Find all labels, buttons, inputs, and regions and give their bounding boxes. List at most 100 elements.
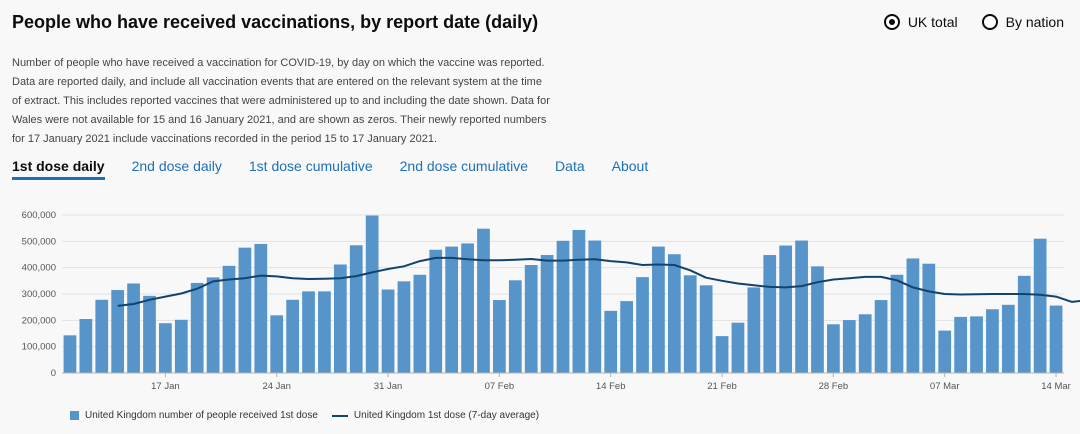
bar [222, 265, 236, 373]
bar [747, 287, 761, 373]
bar [206, 277, 220, 373]
bar [699, 285, 713, 373]
chart-legend: United Kingdom number of people received… [70, 410, 539, 421]
bar [715, 336, 729, 373]
by-nation-label: By nation [1005, 14, 1064, 30]
bar [986, 309, 999, 373]
legend-bars-label: United Kingdom number of people received… [85, 410, 318, 421]
bar [445, 246, 459, 373]
bar [254, 243, 268, 373]
bar [333, 264, 347, 373]
bar [652, 246, 665, 373]
tab-2nd-dose-cumulative[interactable]: 2nd dose cumulative [399, 158, 529, 174]
x-tick-label: 07 Feb [485, 381, 515, 392]
bar [1001, 304, 1015, 373]
bar [349, 245, 363, 373]
bar [938, 330, 952, 373]
bar [365, 215, 379, 373]
bar [540, 255, 554, 373]
x-tick-label: 31 Jan [374, 381, 403, 392]
page-title: People who have received vaccinations, b… [12, 12, 539, 32]
bar [1049, 305, 1063, 373]
x-tick-label: 24 Jan [262, 381, 291, 392]
tab-1st-dose-daily[interactable]: 1st dose daily [12, 158, 105, 180]
x-tick-label: 21 Feb [707, 381, 737, 392]
y-tick-label: 300,000 [22, 289, 56, 300]
bar-swatch-icon [70, 411, 79, 420]
x-tick-label: 14 Feb [596, 381, 626, 392]
tab-data[interactable]: Data [555, 158, 585, 174]
tab-2nd-dose-daily[interactable]: 2nd dose daily [131, 158, 222, 174]
bar [667, 254, 681, 373]
x-tick-label: 14 Mar [1041, 381, 1071, 392]
bar [970, 316, 983, 373]
bar [858, 314, 872, 373]
bar [381, 289, 395, 373]
bar [1033, 238, 1047, 373]
bar [190, 282, 204, 373]
chart-tabs: 1st dose daily 2nd dose daily 1st dose c… [12, 158, 648, 180]
bar [159, 323, 172, 373]
bar [477, 228, 490, 373]
chart-description: Number of people who have received a vac… [12, 57, 550, 145]
bar [874, 300, 888, 373]
uk-total-label: UK total [907, 14, 958, 30]
bar [572, 230, 586, 373]
bar [174, 319, 188, 373]
bar [286, 299, 299, 373]
bar [588, 240, 602, 373]
bar [731, 322, 745, 373]
bar [763, 255, 777, 373]
bar [906, 258, 920, 373]
y-tick-label: 200,000 [22, 315, 56, 326]
radio-unchecked-icon [981, 14, 998, 30]
by-nation-radio[interactable]: By nation [981, 14, 1064, 30]
y-tick-label: 400,000 [22, 263, 56, 274]
y-tick-label: 500,000 [22, 236, 56, 247]
bar [461, 243, 474, 373]
tab-1st-dose-cumulative[interactable]: 1st dose cumulative [248, 158, 373, 174]
bar [95, 299, 109, 373]
y-tick-label: 0 [51, 368, 56, 379]
bar [270, 315, 284, 373]
tab-about[interactable]: About [611, 158, 649, 174]
bar [636, 277, 649, 373]
bar [604, 310, 618, 373]
bar [79, 319, 93, 373]
y-tick-label: 600,000 [22, 210, 56, 221]
bar [413, 274, 427, 373]
bar [143, 295, 156, 373]
average-line [117, 256, 1080, 307]
bar [493, 300, 506, 373]
bar [397, 281, 411, 373]
bar [111, 290, 125, 373]
bar [827, 324, 840, 373]
bar [795, 240, 808, 373]
bar [954, 316, 967, 373]
bar [318, 291, 331, 373]
bar [683, 275, 697, 373]
bar [302, 291, 315, 373]
bar [556, 240, 570, 373]
bar [890, 274, 904, 373]
radio-checked-icon [883, 14, 900, 30]
y-tick-label: 100,000 [22, 342, 56, 353]
bar [842, 320, 856, 373]
x-tick-label: 07 Mar [930, 381, 960, 392]
uk-total-radio[interactable]: UK total [883, 14, 958, 30]
bar [429, 249, 443, 373]
legend-item-bars[interactable]: United Kingdom number of people received… [70, 410, 318, 421]
bar [620, 301, 633, 373]
legend-line-label: United Kingdom 1st dose (7-day average) [353, 410, 540, 421]
bar [811, 266, 824, 373]
bar [1017, 275, 1031, 373]
vaccination-chart: 0 100,000 200,000 300,000 400,000 500,000 600,… [22, 210, 1080, 392]
bar [779, 245, 793, 373]
legend-item-line[interactable]: United Kingdom 1st dose (7-day average) [331, 410, 540, 421]
bar [63, 335, 77, 373]
bar [524, 265, 538, 373]
line-swatch-icon [331, 414, 348, 417]
x-tick-label: 28 Feb [819, 381, 849, 392]
bar [922, 263, 936, 373]
bar [238, 247, 252, 373]
